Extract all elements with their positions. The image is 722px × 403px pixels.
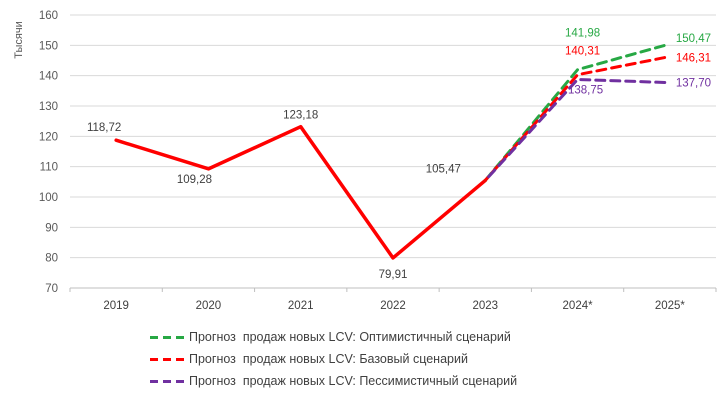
history-line <box>114 124 488 260</box>
x-tick-label: 2022 <box>380 300 406 312</box>
data-label-history: 109,28 <box>177 174 212 186</box>
legend-dash-base-icon <box>150 358 187 361</box>
legend-dash-pessimistic-icon <box>150 380 187 383</box>
legend-label-base: Прогноз продаж новых LCV: Базовый сценар… <box>189 352 468 366</box>
legend-item-base: Прогноз продаж новых LCV: Базовый сценар… <box>150 352 517 367</box>
y-tick-label: 100 <box>39 192 58 204</box>
x-tick-label: 2019 <box>103 300 129 312</box>
y-tick-label: 90 <box>45 222 58 234</box>
legend-item-optimistic: Прогноз продаж новых LCV: Оптимистичный … <box>150 330 517 345</box>
x-tick-label: 2023 <box>472 300 498 312</box>
y-axis-title: Тысячи <box>13 21 25 58</box>
data-label-forecast-1: 146,31 <box>676 53 711 65</box>
data-label-history: 105,47 <box>426 163 461 175</box>
x-tick-label: 2024* <box>563 300 594 312</box>
data-label-forecast-2: 138,75 <box>568 84 603 96</box>
legend-label-optimistic: Прогноз продаж новых LCV: Оптимистичный … <box>189 330 511 344</box>
chart-legend: Прогноз продаж новых LCV: Оптимистичный … <box>150 330 517 389</box>
data-label-forecast-2: 137,70 <box>676 78 711 90</box>
chart-plot-area: 70 80 90 100 110 120 130 140 150 160 2019 2020 2021 2… <box>13 10 717 312</box>
x-tick-label: 2025* <box>655 300 686 312</box>
x-tick-label: 2020 <box>196 300 222 312</box>
legend-label-pessimistic: Прогноз продаж новых LCV: Пессимистичный… <box>189 374 518 388</box>
data-label-forecast-1: 140,31 <box>565 46 600 58</box>
y-tick-label: 140 <box>39 71 58 83</box>
y-tick-label: 160 <box>39 10 58 22</box>
forecast-line-1 <box>483 55 672 182</box>
y-tick-label: 130 <box>39 101 58 113</box>
legend-dash-optimistic-icon <box>150 336 187 339</box>
legend-item-pessimistic: Прогноз продаж новых LCV: Пессимистичный… <box>150 374 517 389</box>
y-tick-label: 150 <box>39 40 58 52</box>
y-tick-label: 110 <box>40 162 58 174</box>
x-tick-label: 2021 <box>288 300 314 312</box>
y-tick-label: 120 <box>39 131 58 143</box>
data-label-forecast-0: 150,47 <box>676 33 711 45</box>
data-label-history: 118,72 <box>87 122 121 134</box>
data-label-history: 123,18 <box>283 110 318 122</box>
data-label-forecast-0: 141,98 <box>565 28 600 40</box>
forecast-line-0 <box>483 42 672 182</box>
y-tick-label: 80 <box>45 253 58 265</box>
data-label-history: 79,91 <box>379 269 408 281</box>
y-tick-label: 70 <box>45 283 58 295</box>
